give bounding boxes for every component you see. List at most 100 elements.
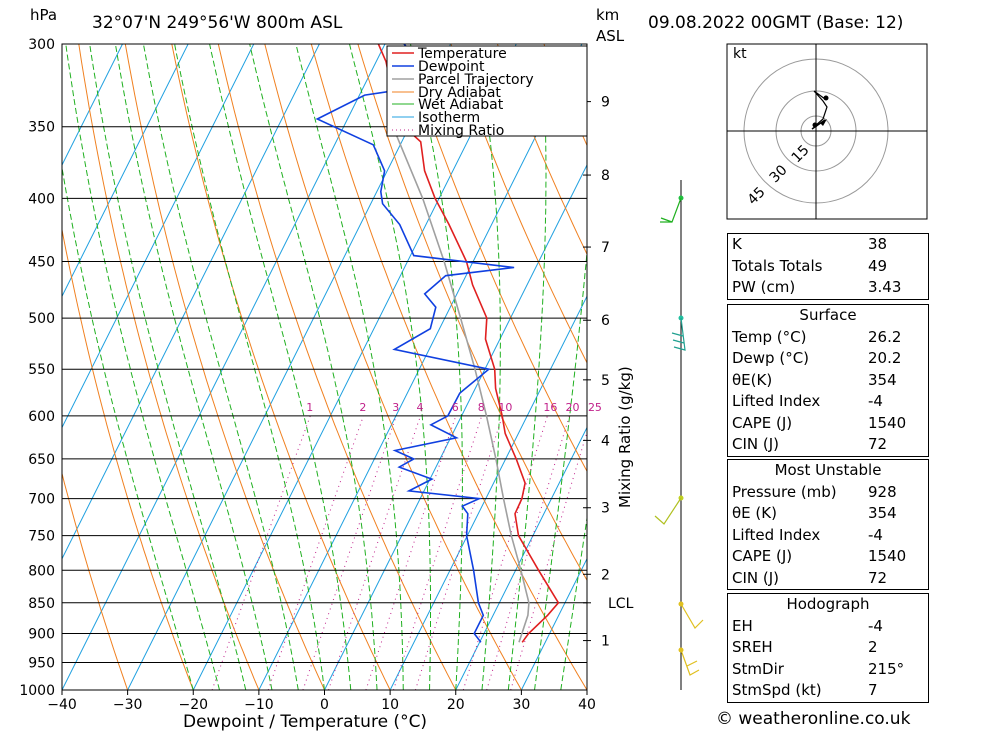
storm-motion-arrow [820, 119, 827, 126]
eh-label: EH [732, 616, 753, 635]
dry-adiabat-line [171, 44, 391, 690]
mu-li-value: -4 [868, 525, 883, 544]
km-tick-label: 7 [601, 240, 610, 256]
pressure-tick-label: 750 [28, 529, 55, 545]
isotherm-line [62, 44, 386, 690]
legend-temperature: Temperature [417, 46, 507, 62]
wet-adiabat-line [65, 44, 220, 690]
location-title: 32°07'N 249°56'W 800m ASL [92, 13, 343, 33]
surface-dewp-label: Dewp (°C) [732, 349, 810, 367]
mixing-ratio-label: 3 [392, 401, 399, 414]
pressure-tick-label: 800 [28, 563, 55, 579]
legend-parcel: Parcel Trajectory [418, 72, 534, 88]
surface-cape-label: CAPE (J) [732, 413, 793, 432]
wet-adiabat-line [209, 44, 352, 690]
hodograph-unit: kt [733, 46, 747, 62]
isotherm-line [389, 295, 587, 690]
wind-barb [680, 603, 704, 629]
legend-mixing-ratio: Mixing Ratio [418, 123, 504, 139]
surface-cin-label: CIN (J) [732, 435, 780, 453]
pw-label: PW (cm) [732, 278, 796, 296]
mu-cin-value: 72 [868, 568, 888, 587]
wind-barb [680, 649, 700, 676]
pressure-tick-label: 400 [28, 191, 55, 207]
dry-adiabat-line [963, 44, 1000, 690]
lcl-label: LCL [608, 596, 634, 612]
stmdir-value: 215° [868, 659, 905, 678]
surface-table: Surface Temp (°C) 26.2 Dewp (°C) 20.2 θE(K… [727, 304, 929, 457]
mixing-ratio-label: 4 [416, 401, 423, 414]
km-tick-label: 6 [601, 313, 610, 329]
legend: Temperature Dewpoint Parcel Trajectory D… [386, 45, 588, 139]
mixing-ratio-label: 8 [478, 401, 485, 414]
isotherm-line [127, 44, 452, 690]
mu-title: Most Unstable [774, 461, 882, 479]
sreh-label: SREH [732, 638, 773, 656]
footer-credit[interactable]: © weatheronline.co.uk [716, 709, 911, 729]
wet-adiabat-line [89, 44, 247, 690]
surface-cin-value: 72 [868, 435, 888, 453]
dry-adiabat-line [264, 44, 522, 690]
dewpoint-line [315, 44, 515, 643]
temperature-line [377, 44, 560, 643]
dry-adiabat-line [62, 471, 129, 690]
stmspd-label: StmSpd (kt) [732, 681, 822, 699]
mu-cape-value: 1540 [868, 547, 907, 565]
surface-cape-value: 1540 [868, 413, 907, 432]
surface-theta-value: 354 [868, 370, 897, 389]
pressure-tick-label: 850 [28, 596, 55, 612]
wet-adiabat-line [560, 514, 587, 690]
hodograph-trace [813, 90, 828, 127]
stmdir-label: StmDir [732, 659, 784, 678]
pressure-tick-label: 350 [28, 120, 55, 136]
wind-barb [654, 497, 682, 525]
parcel-trajectory-line [392, 126, 530, 643]
asl-unit: ASL [596, 27, 625, 45]
mu-cin-label: CIN (J) [732, 568, 780, 587]
wet-adiabat-line [475, 44, 501, 690]
legend-dewpoint: Dewpoint [418, 59, 485, 75]
sreh-value: 2 [868, 638, 878, 656]
isotherm-line [62, 44, 189, 298]
chart-grid [62, 44, 1000, 690]
isotherm-line [520, 557, 587, 690]
km-tick-label: 1 [601, 634, 610, 650]
mixing-axis-title: Mixing Ratio (g/kg) [616, 366, 634, 508]
stmspd-value: 7 [868, 681, 878, 699]
surface-li-value: -4 [868, 392, 883, 410]
x-tick-label: 20 [447, 697, 465, 713]
hpa-unit: hPa [30, 6, 57, 24]
surface-dewp-value: 20.2 [868, 349, 902, 367]
isotherm-line [62, 44, 123, 167]
hodograph-point [823, 95, 829, 101]
legend-isotherm: Isotherm [418, 110, 480, 126]
mixing-ratio-label: 1 [306, 401, 313, 414]
x-tick-label: 0 [320, 697, 329, 713]
wind-barb [671, 332, 684, 337]
mu-pressure-value: 928 [868, 482, 897, 501]
x-tick-label: −10 [244, 697, 274, 713]
mixing-ratio-label: 2 [359, 401, 366, 414]
pressure-tick-label: 950 [28, 655, 55, 671]
isotherm-line [455, 426, 587, 690]
x-tick-label: 10 [381, 697, 399, 713]
pressure-tick-label: 550 [28, 362, 55, 378]
mixing-ratio-label: 25 [588, 401, 602, 414]
k-value: 38 [868, 235, 888, 253]
wind-barb [660, 217, 673, 223]
pressure-tick-label: 650 [28, 452, 55, 468]
wet-adiabat-line [114, 44, 273, 690]
mixing-ratio-label: 16 [543, 401, 557, 414]
surface-li-label: Lifted Index [732, 392, 821, 410]
wet-adiabat-line [586, 687, 587, 690]
eh-value: -4 [868, 616, 883, 635]
isotherm-line [258, 44, 583, 690]
x-tick-label: 40 [578, 697, 596, 713]
dry-adiabat-line [62, 227, 194, 690]
wet-adiabat-line [507, 44, 547, 690]
pressure-tick-label: 900 [28, 626, 55, 642]
wet-adiabat-line [62, 165, 194, 690]
wind-barb [673, 317, 686, 351]
hodograph-table: Hodograph EH -4 SREH 2 StmDir 215° StmSpd (… [727, 593, 929, 703]
mixing-ratio-labels: 1 2 3 4 6 8 10 16 20 25 [306, 401, 602, 414]
